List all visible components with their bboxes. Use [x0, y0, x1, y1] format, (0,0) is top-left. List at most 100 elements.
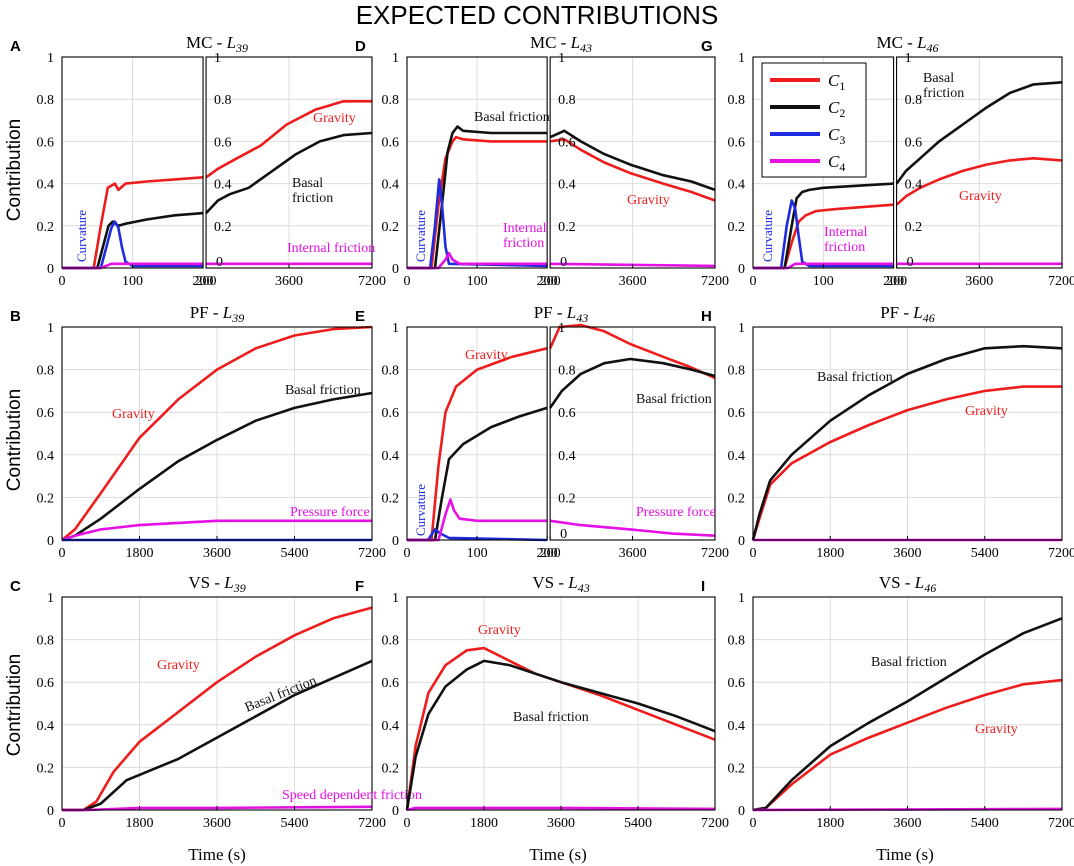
- panel-d-right-ytick-label: 0.6: [558, 135, 576, 150]
- panel-i-main-ytick-label: 0: [738, 804, 745, 819]
- panel-a-left-series-gravity: [62, 176, 204, 270]
- panel-h-main-xtick-label: 1800: [816, 546, 844, 561]
- panel-c-main-xtick-label: 0: [59, 816, 66, 831]
- xlabel-col-2: Time (s): [529, 845, 586, 864]
- panel-a-left-ytick-label: 1: [47, 51, 54, 66]
- panel-g-left-ytick-label: 0.2: [728, 220, 746, 235]
- panel-i-main-ytick-label: 0.4: [728, 719, 746, 734]
- panel-d-left-ytick-label: 0: [392, 262, 399, 277]
- panel-d-left-ytick-label: 0.6: [382, 135, 400, 150]
- panel-i-main-xtick-label: 3600: [894, 816, 922, 831]
- panel-f-main-ytick-label: 0: [392, 804, 399, 819]
- panel-d-right-series-basal-friction: [549, 129, 716, 192]
- panel-e-left-ytick-label: 0.8: [382, 364, 400, 379]
- panel-c-main-ytick-label: 0.8: [37, 634, 55, 649]
- panel-e-left-ytick-label: 0.6: [382, 406, 400, 421]
- panel-e-right-series-basal-friction: [549, 357, 716, 409]
- panel-a-annotation-basal-2: friction: [292, 191, 333, 206]
- panel-h-main-ytick-label: 0.2: [728, 491, 746, 506]
- panel-d-left-ytick-label: 0.8: [382, 93, 400, 108]
- panel-e-left-ytick-label: 0.2: [382, 491, 400, 506]
- panel-f-main-series-basal-friction: [405, 659, 716, 811]
- ylabel-row-3: Contribution: [4, 654, 25, 756]
- panel-a-left-ytick-label: 0.2: [37, 220, 55, 235]
- panel-a-right-ytick-label: 0.8: [214, 93, 232, 108]
- panel-a-left-ytick-label: 0.8: [37, 93, 55, 108]
- panel-h-main-ytick-label: 1: [738, 321, 745, 336]
- panel-g-right-ytick-zero: 0: [907, 255, 914, 270]
- panel-g-right-ytick-label: 0.2: [905, 220, 923, 235]
- panel-d-right-ytick-label: 0.8: [558, 93, 576, 108]
- panel-e-left-xtick-label: 200: [537, 546, 558, 561]
- panel-b-title: PF - L39: [190, 303, 245, 325]
- panel-g-right-ytick-label: 0.4: [905, 178, 923, 193]
- panel-b-annotation-fourth: Pressure force: [290, 505, 370, 520]
- panel-d-right-ytick-label: 0.2: [558, 220, 576, 235]
- panel-f-main-xtick-label: 3600: [547, 816, 575, 831]
- panel-b-main-series-gravity: [61, 325, 373, 542]
- panel-i-main-xtick-label: 7200: [1048, 816, 1074, 831]
- panel-d-left-xtick-label: 0: [404, 274, 411, 289]
- panel-h-main-xtick-label: 3600: [894, 546, 922, 561]
- panel-f-letter: F: [355, 578, 364, 595]
- panel-c-main-xtick-label: 5400: [281, 816, 309, 831]
- panel-d-left-series-basal-friction: [407, 125, 548, 270]
- panel-f-main-xtick-label: 0: [404, 816, 411, 831]
- panel-d-left-series-curvature: [407, 178, 548, 270]
- panel-d-right-ytick-zero: 0: [560, 255, 567, 270]
- panel-g-left-ytick-label: 0: [738, 262, 745, 277]
- ylabel-row-1: Contribution: [4, 119, 25, 221]
- panel-h-main-ytick-label: 0.8: [728, 364, 746, 379]
- legend-label-3: C3: [828, 125, 845, 147]
- panel-d-right-series-gravity: [549, 138, 716, 202]
- panel-b-annotation-basal: Basal friction: [285, 383, 361, 398]
- panel-c-main-ytick-label: 1: [47, 591, 54, 606]
- panel-e-annotation-fourth: Pressure force: [636, 505, 716, 520]
- panel-e-left-ytick-label: 0: [392, 534, 399, 549]
- xlabel-col-3: Time (s): [876, 845, 933, 864]
- panel-a-annotation-gravity: Gravity: [313, 111, 356, 126]
- panel-d-title: MC - L43: [530, 33, 592, 55]
- panel-c-main-xtick-label: 1800: [126, 816, 154, 831]
- panel-e-right-series-pressure-force: [549, 519, 716, 537]
- panel-d-right-xtick-label: 3600: [619, 274, 647, 289]
- panel-g-left-ytick-label: 1: [738, 51, 745, 66]
- panel-a-annotation-curvature: Curvature: [74, 210, 89, 262]
- panel-g-right-ytick-label: 1: [905, 51, 912, 66]
- panel-g-annotation-fourth-2: friction: [824, 240, 865, 255]
- panel-f-main-ytick-label: 0.2: [382, 761, 400, 776]
- panel-a-letter: A: [10, 38, 21, 55]
- panel-f-annotation-gravity: Gravity: [478, 623, 521, 638]
- panel-b-main-series-basal-friction: [61, 391, 373, 542]
- panel-f-main-xtick-label: 5400: [624, 816, 652, 831]
- panel-b-main-ytick-label: 1: [47, 321, 54, 336]
- panel-b-main-ytick-label: 0.2: [37, 491, 55, 506]
- panel-a-title: MC - L39: [186, 33, 248, 55]
- panel-f-main-series-gravity: [405, 646, 716, 811]
- panel-b-main-xtick-label: 0: [59, 546, 66, 561]
- panel-a-annotation-basal-1: Basal: [292, 176, 323, 191]
- panel-e-annotation-basal: Basal friction: [636, 392, 712, 407]
- panel-e-left-ytick-label: 0.4: [382, 449, 400, 464]
- panel-f-main-xtick-label: 1800: [470, 816, 498, 831]
- panel-g-right-ytick-label: 0.8: [905, 93, 923, 108]
- panel-h-main-xtick-label: 7200: [1048, 546, 1074, 561]
- panel-i-annotation-basal: Basal friction: [871, 655, 947, 670]
- panel-g-right-series-basal-friction: [895, 81, 1063, 185]
- panel-g-left-xtick-label: 100: [813, 274, 834, 289]
- panel-f-main-ytick-label: 0.8: [382, 634, 400, 649]
- panel-e-title: PF - L43: [534, 303, 589, 325]
- panel-e-annotation-gravity: Gravity: [465, 348, 508, 363]
- panel-i-main-xtick-label: 5400: [971, 816, 999, 831]
- panel-g-left-ytick-label: 0.4: [728, 178, 746, 193]
- panel-b-main-ytick-label: 0.6: [37, 406, 55, 421]
- panel-i-title: VS - L46: [879, 573, 936, 595]
- panel-g-right-series-gravity: [895, 157, 1063, 206]
- panel-g-annotation-basal-2: friction: [923, 86, 964, 101]
- panel-d-annotation-gravity: Gravity: [627, 193, 670, 208]
- panel-h-main-xtick-label: 0: [750, 546, 757, 561]
- panel-i-letter: I: [701, 578, 705, 595]
- panel-c-main-series-gravity: [62, 606, 373, 812]
- xlabel-col-1: Time (s): [188, 845, 245, 864]
